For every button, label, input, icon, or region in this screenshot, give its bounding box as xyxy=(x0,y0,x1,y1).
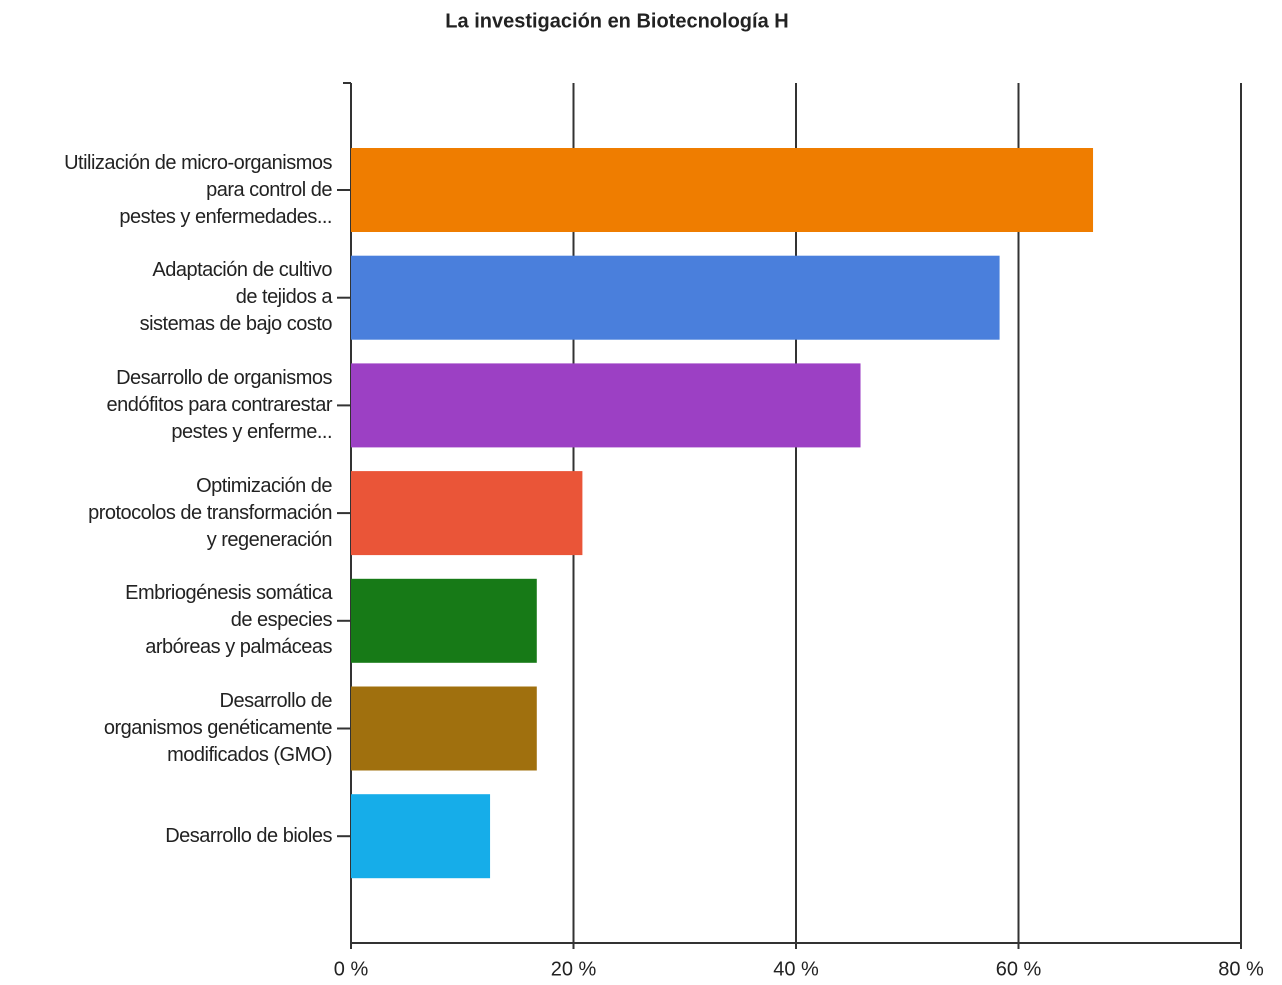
bar xyxy=(351,363,861,448)
x-tick-label: 0 % xyxy=(334,958,369,980)
bar xyxy=(351,255,1000,340)
x-tick-label: 40 % xyxy=(773,958,819,980)
y-tick-label: Desarrollo de organismos endófitos para … xyxy=(106,366,332,443)
x-tick-label: 60 % xyxy=(996,958,1042,980)
y-tick-label: Embriogénesis somática de especies arbór… xyxy=(125,582,332,659)
y-tick-label: Adaptación de cultivo de tejidos a siste… xyxy=(139,259,333,336)
y-tick-label: Utilización de micro-organismos para con… xyxy=(64,151,332,228)
x-tick-label: 20 % xyxy=(551,958,597,980)
bar xyxy=(351,686,537,771)
y-tick-label: Desarrollo de organismos genéticamente m… xyxy=(103,690,333,766)
y-tick-label: Optimización de protocolos de transforma… xyxy=(88,474,332,551)
x-tick-label: 80 % xyxy=(1218,958,1264,980)
chart-title: La investigación en Biotecnología H xyxy=(445,10,788,32)
y-tick-label: Desarrollo de bioles xyxy=(165,824,332,847)
bar xyxy=(351,148,1094,232)
bar xyxy=(351,578,537,663)
bar xyxy=(351,471,583,556)
bar xyxy=(351,794,491,879)
